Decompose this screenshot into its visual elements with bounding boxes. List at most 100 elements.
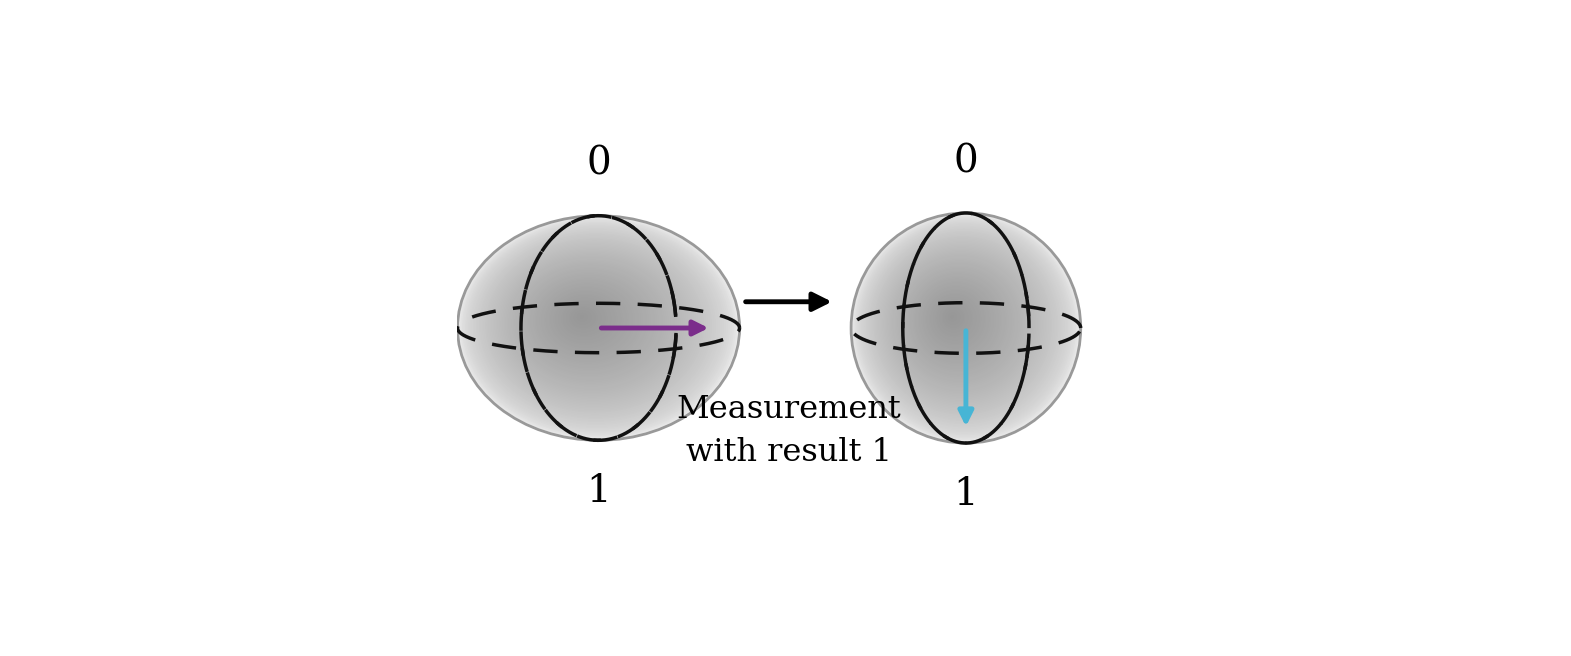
Ellipse shape <box>575 312 589 323</box>
Ellipse shape <box>481 235 710 417</box>
Ellipse shape <box>559 299 610 338</box>
Ellipse shape <box>943 308 963 327</box>
Ellipse shape <box>910 272 1007 370</box>
Ellipse shape <box>470 226 724 428</box>
Ellipse shape <box>906 270 1010 373</box>
Ellipse shape <box>873 236 1051 415</box>
Ellipse shape <box>870 232 1057 419</box>
Ellipse shape <box>878 241 1045 408</box>
Ellipse shape <box>540 283 635 358</box>
Ellipse shape <box>905 267 1013 377</box>
Ellipse shape <box>558 298 611 340</box>
Ellipse shape <box>905 268 1012 375</box>
Ellipse shape <box>855 217 1076 438</box>
Ellipse shape <box>578 314 586 320</box>
Ellipse shape <box>949 314 955 319</box>
Ellipse shape <box>881 244 1042 405</box>
Ellipse shape <box>544 285 632 356</box>
Ellipse shape <box>919 283 994 358</box>
Ellipse shape <box>542 284 633 357</box>
Text: 0: 0 <box>586 146 611 183</box>
Ellipse shape <box>482 236 709 416</box>
Ellipse shape <box>911 275 1004 367</box>
Ellipse shape <box>547 288 627 352</box>
Ellipse shape <box>875 237 1049 413</box>
Ellipse shape <box>902 265 1016 380</box>
Ellipse shape <box>866 227 1064 426</box>
Ellipse shape <box>490 242 698 408</box>
Ellipse shape <box>888 251 1034 397</box>
Ellipse shape <box>859 222 1070 432</box>
Ellipse shape <box>556 297 613 342</box>
Ellipse shape <box>526 272 652 373</box>
Ellipse shape <box>895 258 1024 388</box>
Ellipse shape <box>924 288 988 352</box>
Ellipse shape <box>493 245 694 405</box>
Ellipse shape <box>492 243 696 406</box>
Ellipse shape <box>936 300 972 337</box>
Ellipse shape <box>460 218 735 437</box>
Ellipse shape <box>512 260 671 386</box>
Ellipse shape <box>523 269 657 375</box>
Ellipse shape <box>935 298 974 338</box>
Ellipse shape <box>551 293 619 346</box>
Ellipse shape <box>457 216 740 440</box>
Ellipse shape <box>533 276 644 366</box>
Text: 1: 1 <box>954 476 979 513</box>
Ellipse shape <box>545 287 628 354</box>
Ellipse shape <box>916 279 999 362</box>
Ellipse shape <box>884 247 1038 402</box>
Ellipse shape <box>878 240 1046 410</box>
Ellipse shape <box>933 297 976 340</box>
Ellipse shape <box>567 306 600 331</box>
Ellipse shape <box>474 230 718 423</box>
Ellipse shape <box>947 312 958 323</box>
Ellipse shape <box>564 303 603 334</box>
Ellipse shape <box>925 289 987 350</box>
Ellipse shape <box>573 310 592 325</box>
Ellipse shape <box>864 226 1065 427</box>
Ellipse shape <box>465 222 729 432</box>
Ellipse shape <box>529 274 649 369</box>
Ellipse shape <box>883 245 1040 403</box>
Ellipse shape <box>872 234 1056 418</box>
Ellipse shape <box>476 231 716 422</box>
Ellipse shape <box>531 275 647 368</box>
Ellipse shape <box>889 252 1032 396</box>
Ellipse shape <box>891 255 1029 392</box>
Ellipse shape <box>944 309 961 326</box>
Ellipse shape <box>536 279 641 363</box>
Ellipse shape <box>484 237 705 414</box>
Ellipse shape <box>861 223 1068 430</box>
Ellipse shape <box>872 235 1054 416</box>
Ellipse shape <box>500 250 687 399</box>
Ellipse shape <box>562 302 605 335</box>
Ellipse shape <box>908 271 1009 372</box>
Ellipse shape <box>515 262 666 383</box>
Ellipse shape <box>479 234 712 419</box>
Ellipse shape <box>547 289 625 351</box>
Ellipse shape <box>921 284 993 356</box>
Ellipse shape <box>897 260 1023 386</box>
Ellipse shape <box>553 294 617 344</box>
Ellipse shape <box>509 257 674 390</box>
Ellipse shape <box>511 258 672 388</box>
Ellipse shape <box>900 264 1018 381</box>
Ellipse shape <box>859 220 1071 434</box>
Ellipse shape <box>495 246 693 403</box>
Ellipse shape <box>936 301 971 335</box>
Ellipse shape <box>467 223 727 431</box>
Ellipse shape <box>930 295 979 343</box>
Ellipse shape <box>886 249 1035 399</box>
Text: Measurement
with result 1: Measurement with result 1 <box>677 394 902 468</box>
Ellipse shape <box>548 290 624 349</box>
Ellipse shape <box>462 220 734 436</box>
Ellipse shape <box>930 293 980 345</box>
Ellipse shape <box>856 218 1075 437</box>
Ellipse shape <box>946 310 960 325</box>
Ellipse shape <box>566 304 602 332</box>
Ellipse shape <box>924 287 990 353</box>
Ellipse shape <box>913 276 1002 365</box>
Ellipse shape <box>897 261 1021 384</box>
Ellipse shape <box>853 215 1079 441</box>
